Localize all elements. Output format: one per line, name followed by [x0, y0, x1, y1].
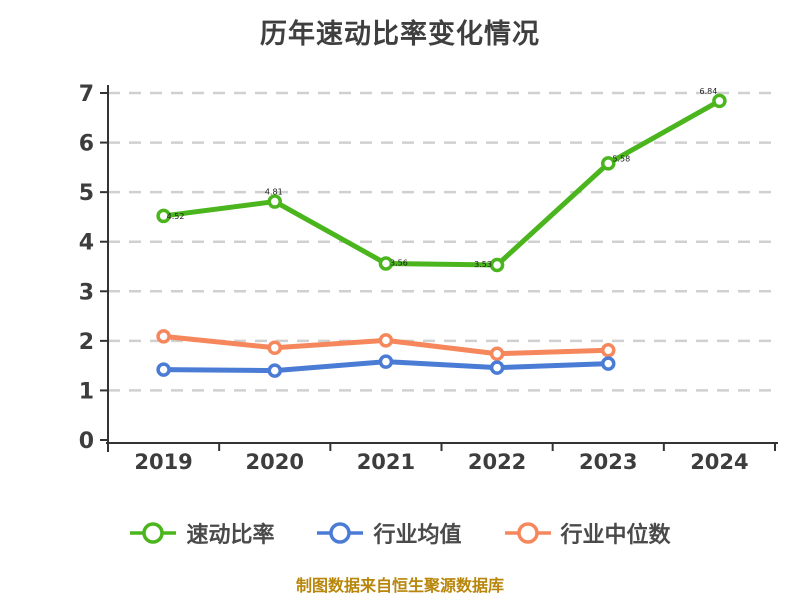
y-tick-label: 2 [79, 330, 94, 355]
legend-label-industry-average: 行业均值 [373, 523, 462, 548]
point-label-quick-ratio: 3.56 [390, 259, 408, 268]
data-point-quick-ratio [712, 93, 727, 109]
legend-item-quick-ratio: 速动比率 [129, 517, 274, 549]
data-point-industry-median [156, 329, 171, 344]
data-point-quick-ratio [601, 156, 616, 171]
data-point-quick-ratio [489, 257, 505, 273]
legend-label-quick-ratio: 速动比率 [186, 523, 275, 548]
point-label-quick-ratio: 6.84 [700, 87, 718, 96]
data-point-quick-ratio [267, 194, 282, 209]
point-label-quick-ratio: 3.53 [474, 260, 492, 269]
y-tick-label: 3 [79, 280, 94, 305]
y-tick-label: 6 [79, 132, 94, 157]
legend-swatch-quick-ratio [130, 522, 177, 544]
y-tick-label: 5 [79, 181, 94, 206]
data-point-industry-median [489, 346, 505, 361]
series-line-quick-ratio [161, 98, 722, 268]
y-tick-label: 4 [79, 231, 94, 256]
y-tick-label: 1 [79, 379, 94, 404]
legend-swatch-industry-median [504, 522, 551, 544]
data-point-industry-average [156, 362, 171, 377]
legend: 速动比率 行业均值 行业中位数 [0, 517, 800, 549]
x-tick-label: 2023 [579, 450, 637, 474]
data-point-industry-median [601, 343, 616, 358]
chart-title: 历年速动比率变化情况 [260, 19, 540, 50]
legend-swatch-industry-average [317, 522, 364, 544]
data-source-caption: 制图数据来自恒生聚源数据库 [295, 576, 504, 595]
data-point-industry-median [267, 340, 282, 356]
y-tick-label: 7 [79, 82, 94, 107]
data-point-industry-median [378, 333, 394, 348]
data-point-industry-average [267, 363, 282, 378]
legend-label-industry-median: 行业中位数 [560, 523, 671, 548]
point-label-quick-ratio: 5.58 [612, 154, 630, 163]
legend-item-industry-median: 行业中位数 [504, 517, 671, 549]
x-tick-label: 2020 [246, 450, 304, 474]
point-label-quick-ratio: 4.81 [265, 188, 283, 197]
x-tick-label: 2022 [468, 450, 526, 474]
data-point-industry-average [378, 354, 394, 369]
y-tick-label: 0 [79, 429, 94, 454]
x-tick-label: 2019 [134, 450, 192, 474]
data-point-quick-ratio [156, 208, 171, 224]
data-point-industry-average [489, 360, 505, 375]
legend-item-industry-average: 行业均值 [316, 517, 462, 549]
point-label-quick-ratio: 4.52 [167, 212, 185, 221]
data-point-quick-ratio [378, 256, 394, 271]
x-tick-label: 2021 [357, 450, 415, 474]
data-point-industry-average [601, 356, 616, 371]
x-tick-label: 2024 [690, 450, 748, 474]
